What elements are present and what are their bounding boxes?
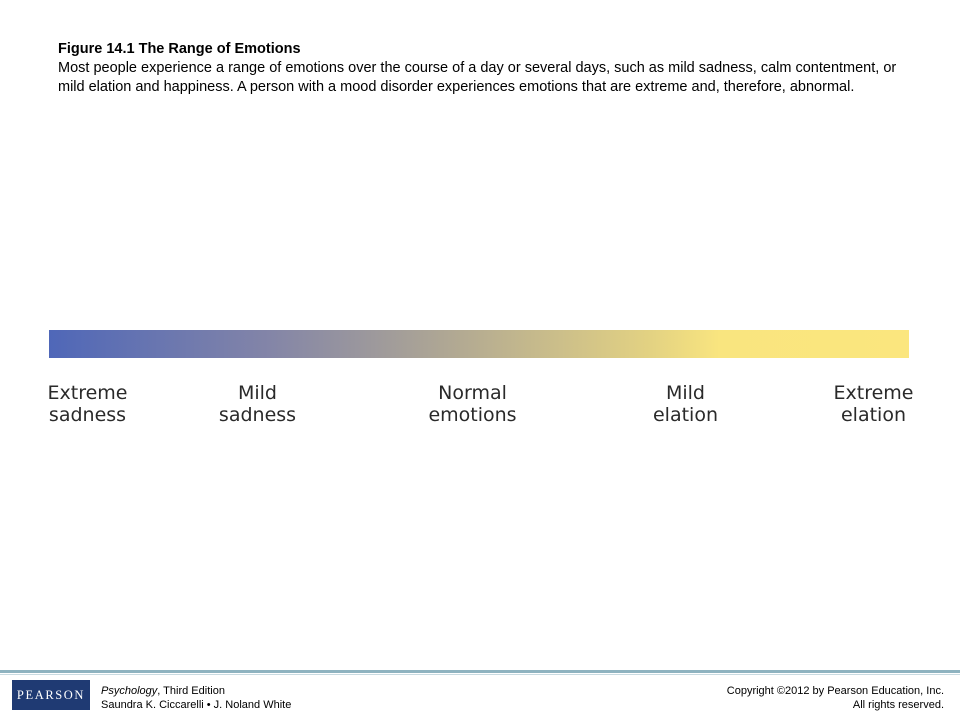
figure-title: Figure 14.1 The Range of Emotions: [58, 41, 301, 57]
rights-line: All rights reserved.: [852, 699, 944, 711]
footer-divider-thin: [0, 674, 960, 675]
book-title-line: Psychology, Third Edition: [101, 684, 291, 698]
book-authors: Saundra K. Ciccarelli • J. Noland White: [101, 699, 292, 711]
book-edition: , Third Edition: [157, 685, 225, 697]
label-extreme-elation: Extreme elation: [833, 382, 914, 426]
book-credits: Psychology, Third Edition Saundra K. Cic…: [101, 684, 291, 712]
emotion-gradient-bar: [49, 330, 909, 358]
book-title: Psychology: [101, 685, 158, 697]
figure-caption: Figure 14.1 The Range of Emotions Most p…: [58, 40, 898, 97]
label-mild-elation: Mild elation: [652, 382, 718, 426]
label-mild-sadness: Mild sadness: [218, 382, 297, 426]
copyright-notice: Copyright ©2012 by Pearson Education, In…: [644, 684, 944, 712]
pearson-logo: PEARSON: [12, 680, 90, 710]
emotion-scale-labels: Extreme sadness Mild sadness Normal emot…: [0, 382, 960, 432]
label-normal-emotions: Normal emotions: [428, 382, 517, 426]
copyright-line: Copyright ©2012 by Pearson Education, In…: [726, 685, 944, 697]
pearson-logo-text: PEARSON: [16, 687, 86, 702]
figure-description: Most people experience a range of emotio…: [58, 60, 897, 95]
label-extreme-sadness: Extreme sadness: [47, 382, 128, 426]
footer-divider: [0, 670, 960, 673]
